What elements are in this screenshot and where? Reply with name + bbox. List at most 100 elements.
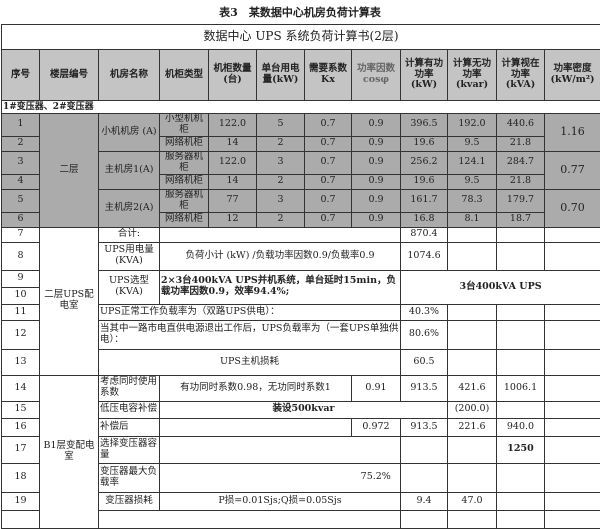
cabinet-type: 网络机柜 [160,174,209,189]
table-row: 7 二层UPS配电室 合计: 870.4 [2,227,600,242]
reactive-power: 9.5 [448,174,497,189]
active-power: 80.6% [401,320,448,349]
unit-power: 2 [257,136,305,151]
cabinet-type: 服务器机柜 [160,189,209,212]
demand-factor: 0.7 [305,189,352,212]
power-factor: 0.91 [352,375,401,401]
row-label: 变压器损耗 [99,492,160,510]
reactive-power: (200.0) [448,401,497,418]
table-caption: 表3 某数据中心机房负荷计算表 [0,4,600,20]
header-cell: 机房名称 [99,50,160,101]
apparent-power: 440.6 [497,114,545,137]
header-cell: 楼层编号 [40,50,99,101]
active-power: 40.3% [401,304,448,320]
row-number: 17 [2,436,40,463]
header-cell: 机柜数量(台) [209,50,257,101]
description: 有功同时系数0.98，无功同时系数1 [160,375,352,401]
active-power: 9.4 [401,492,448,510]
ups-selection-result: 3台400kVA UPS [401,270,600,304]
description: P损=0.01Sjs;Q损=0.05Sjs [160,492,401,510]
row-label: 考虑同时使用系数 [99,375,160,401]
row-label: 选择变压器容量 [99,436,160,463]
cabinet-count: 14 [209,136,257,151]
cabinet-count: 14 [209,174,257,189]
reactive-power: 8.1 [448,212,497,227]
apparent-power: 21.8 [497,136,545,151]
cabinet-type: 服务器机柜 [160,151,209,174]
cabinet-count: 12 [209,212,257,227]
row-number: 16 [2,418,40,436]
room-name: 主机房2(A) [99,189,160,227]
ups-selection-text: 2×3台400kVA UPS并机系统，单台延时15min，负载功率因数0.9，效… [160,270,401,304]
cabinet-count: 122.0 [209,114,257,137]
row-label: 当其中一路市电直供电源退出工作后，UPS负载率为（一套UPS单独供电）： [99,320,401,349]
active-power: 60.5 [401,349,448,375]
power-factor: 0.9 [352,114,401,137]
unit-power: 2 [257,212,305,227]
table-row: 1 二层 小机机房 (A) 小型机机柜 122.0 5 0.7 0.9 396.… [2,114,600,137]
empty-cell [160,227,401,242]
row-number: 1 [2,114,40,137]
active-power: 19.6 [401,174,448,189]
unit-power: 2 [257,174,305,189]
cabinet-count: 77 [209,189,257,212]
row-number: 14 [2,375,40,401]
reactive-power: 192.0 [448,114,497,137]
header-cell: 计算有功功率(kW) [401,50,448,101]
unit-power: 3 [257,151,305,174]
cabinet-type: 网络机柜 [160,136,209,151]
header-cell: 功率密度(kW/m²) [545,50,600,101]
power-density: 0.77 [545,151,600,189]
table-row: 14 B1层变配电室 考虑同时使用系数 有功同时系数0.98，无功同时系数1 0… [2,375,600,401]
reactive-power: 221.6 [448,418,497,436]
header-cell: 功率因数cosφ [352,50,401,101]
apparent-power: 1250 [497,436,545,463]
formula-text: 负荷小计 (kW) /负载功率因数0.9/负载率0.9 [160,242,401,270]
power-factor: 0.9 [352,212,401,227]
row-number: 10 [2,287,40,304]
apparent-power: 284.7 [497,151,545,174]
unit-power: 3 [257,189,305,212]
room-name: 主机房1(A) [99,151,160,189]
power-density: 1.16 [545,114,600,152]
active-power: 256.2 [401,151,448,174]
row-number: 15 [2,401,40,418]
demand-factor: 0.7 [305,151,352,174]
power-factor: 0.9 [352,174,401,189]
demand-factor: 0.7 [305,114,352,137]
cabinet-type: 小型机机柜 [160,114,209,137]
reactive-power: 124.1 [448,151,497,174]
row-number: 18 [2,463,40,492]
header-cell: 需要系数Kx [305,50,352,101]
row-label: 补偿后 [99,418,160,436]
active-power: 16.8 [401,212,448,227]
description: 装设500kvar [160,401,448,418]
active-power: 913.5 [401,375,448,401]
row-number: 3 [2,151,40,174]
reactive-power: 78.3 [448,189,497,212]
row-number: 5 [2,189,40,212]
load-rate: 75.2% [352,463,401,492]
demand-factor: 0.7 [305,212,352,227]
table-title: 数据中心 UPS 系统负荷计算书(2层) [2,25,600,50]
header-cell: 单台用电量(kW) [257,50,305,101]
cabinet-type: 网络机柜 [160,212,209,227]
section-label: 1#变压器、2#变压器 [2,101,600,114]
power-factor: 0.972 [352,418,401,436]
demand-factor: 0.7 [305,136,352,151]
floor-cell: 二层 [40,114,99,228]
active-power: 870.4 [401,227,448,242]
apparent-power: 1006.1 [497,375,545,401]
power-factor: 0.9 [352,136,401,151]
row-number: 8 [2,242,40,270]
apparent-power: 21.8 [497,174,545,189]
active-power: 913.5 [401,418,448,436]
reactive-power: 47.0 [448,492,497,510]
row-label: UPS主机损耗 [99,349,401,375]
row-number: 6 [2,212,40,227]
row-number: 13 [2,349,40,375]
row-label: 低压电容补偿 [99,401,160,418]
apparent-power: 18.7 [497,212,545,227]
load-calculation-table: 数据中心 UPS 系统负荷计算书(2层) 序号 楼层编号 机房名称 机柜类型 机… [1,24,600,529]
active-power: 1074.6 [401,242,448,270]
